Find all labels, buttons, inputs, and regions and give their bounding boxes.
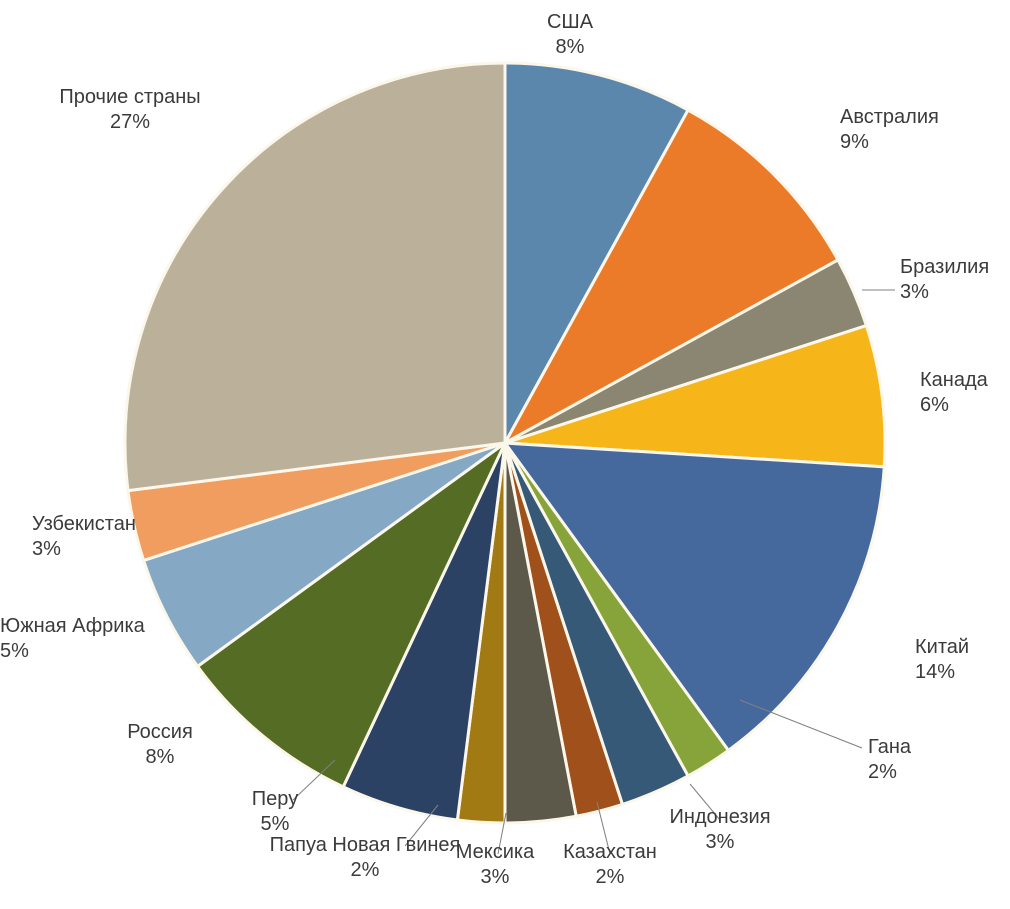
pie-chart-svg	[0, 0, 1010, 909]
pie-slice	[125, 63, 505, 491]
leader-line	[690, 784, 720, 820]
pie-chart: США 8%Австралия 9%Бразилия 3%Канада 6%Ки…	[0, 0, 1010, 909]
